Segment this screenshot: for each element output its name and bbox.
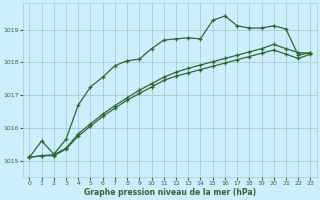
X-axis label: Graphe pression niveau de la mer (hPa): Graphe pression niveau de la mer (hPa) bbox=[84, 188, 256, 197]
